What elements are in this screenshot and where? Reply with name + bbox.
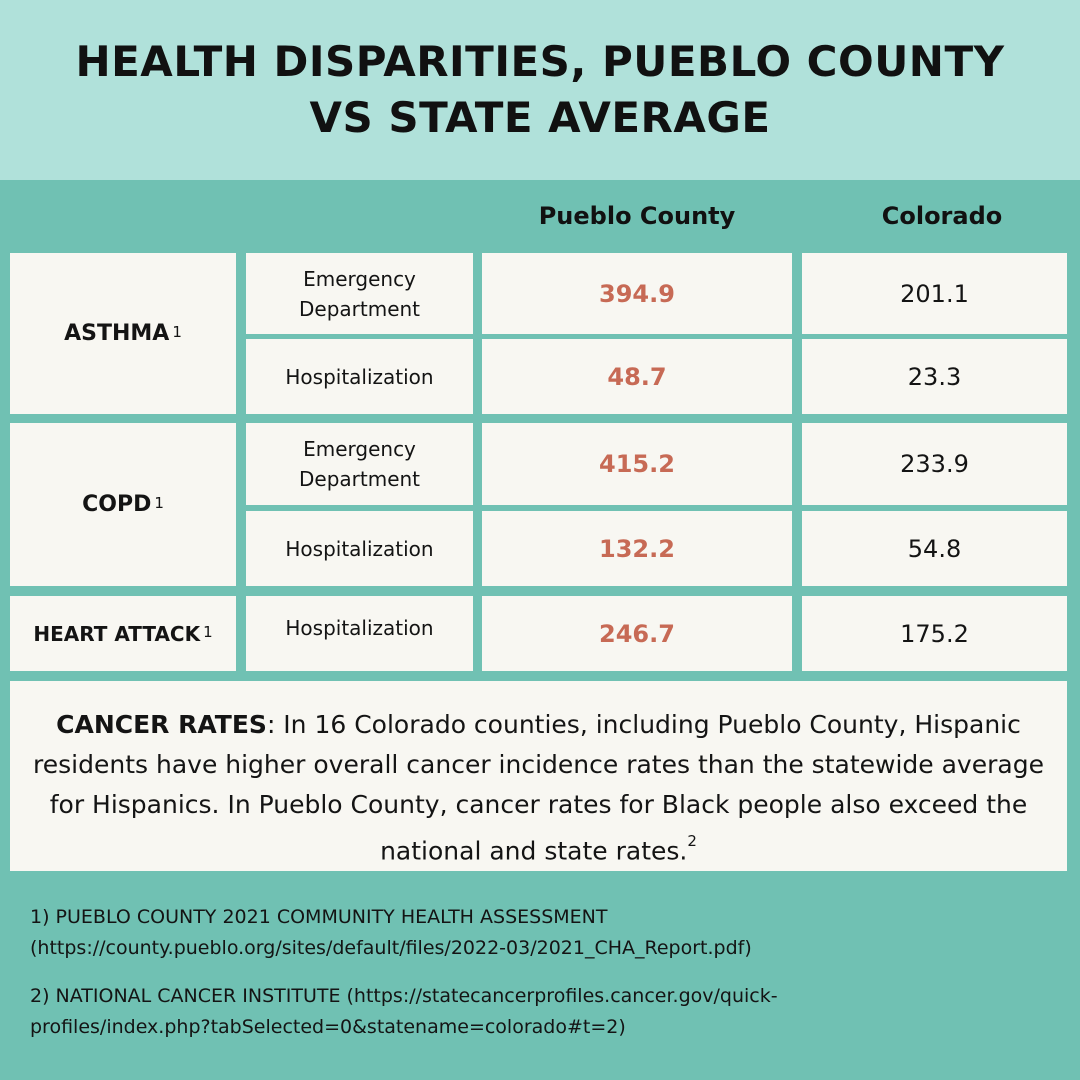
pueblo-value: 415.2 [482, 423, 792, 505]
condition-name: HEART ATTACK [33, 621, 201, 646]
pueblo-value: 246.7 [482, 596, 792, 671]
footnote-marker: 2 [687, 832, 697, 850]
column-header-colorado: Colorado [881, 202, 1003, 230]
reference-1: 1) PUEBLO COUNTY 2021 COMMUNITY HEALTH A… [30, 902, 1050, 964]
condition-name: COPD [82, 492, 152, 517]
column-header-pueblo: Pueblo County [538, 202, 736, 230]
measure-cell: Hospitalization [246, 339, 473, 414]
reference-2: 2) NATIONAL CANCER INSTITUTE (https://st… [30, 981, 1050, 1043]
condition-heart-attack: HEART ATTACK 1 [10, 596, 236, 671]
measure-cell: Emergency Department [246, 423, 473, 505]
reference-link: profiles/index.php?tabSelected=0&statena… [30, 1016, 626, 1038]
cancer-rates-note: CANCER RATES: In 16 Colorado counties, i… [10, 681, 1067, 871]
condition-copd: COPD 1 [10, 423, 236, 586]
page-title: HEALTH DISPARITIES, PUEBLO COUNTY VS STA… [75, 37, 1005, 142]
reference-link: (https://county.pueblo.org/sites/default… [30, 937, 752, 959]
reference-line: 2) NATIONAL CANCER INSTITUTE (https://st… [30, 985, 778, 1007]
cancer-rates-text: : In 16 Colorado counties, including Pue… [33, 710, 1044, 866]
measure-cell: Hospitalization [246, 596, 473, 671]
colorado-value: 54.8 [802, 511, 1067, 586]
pueblo-value: 394.9 [482, 253, 792, 334]
title-banner: HEALTH DISPARITIES, PUEBLO COUNTY VS STA… [0, 0, 1080, 180]
colorado-value: 233.9 [802, 423, 1067, 505]
pueblo-value: 48.7 [482, 339, 792, 414]
colorado-value: 201.1 [802, 253, 1067, 334]
measure-cell: Hospitalization [246, 511, 473, 586]
pueblo-value: 132.2 [482, 511, 792, 586]
reference-line: 1) PUEBLO COUNTY 2021 COMMUNITY HEALTH A… [30, 906, 608, 928]
condition-name: ASTHMA [64, 321, 170, 346]
footnote-marker: 1 [203, 622, 213, 641]
colorado-value: 23.3 [802, 339, 1067, 414]
footnote-marker: 1 [154, 493, 164, 512]
colorado-value: 175.2 [802, 596, 1067, 671]
condition-asthma: ASTHMA 1 [10, 253, 236, 414]
footnote-marker: 1 [172, 322, 182, 341]
cancer-rates-label: CANCER RATES [56, 710, 267, 739]
measure-cell: Emergency Department [246, 253, 473, 334]
